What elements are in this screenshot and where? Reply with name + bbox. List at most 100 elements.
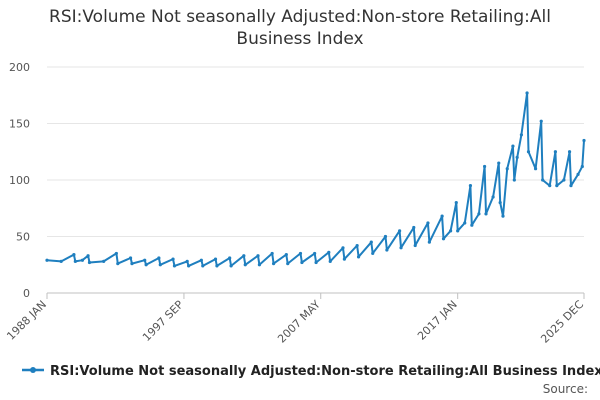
data-point — [463, 221, 467, 225]
data-point — [383, 234, 388, 239]
data-point — [533, 167, 538, 171]
data-point — [270, 251, 274, 256]
y-tick-label: 200 — [9, 61, 30, 74]
data-point — [468, 184, 473, 188]
data-point — [440, 214, 444, 218]
data-point — [45, 258, 49, 262]
source-label: Source: — [543, 382, 588, 396]
data-point — [511, 144, 515, 148]
x-tick-label: 2007 MAY — [275, 298, 323, 346]
data-point — [80, 258, 85, 262]
data-point — [562, 178, 566, 182]
data-point — [519, 133, 524, 137]
data-point — [298, 251, 303, 256]
data-point — [477, 212, 481, 216]
data-point — [413, 243, 417, 248]
data-point — [548, 184, 552, 188]
data-point — [284, 252, 288, 257]
data-point — [497, 161, 501, 165]
data-point — [187, 264, 191, 268]
data-point — [242, 254, 246, 258]
data-point — [553, 150, 557, 154]
data-point — [213, 257, 218, 261]
data-point — [456, 229, 460, 233]
data-point — [355, 243, 359, 248]
data-point — [73, 259, 77, 263]
data-point — [171, 257, 175, 261]
data-point — [505, 167, 509, 171]
data-point — [102, 259, 106, 263]
legend[interactable]: RSI:Volume Not seasonally Adjusted:Non-s… — [22, 364, 600, 379]
data-point — [229, 264, 233, 268]
data-point — [412, 225, 416, 230]
data-point — [427, 240, 431, 244]
data-point — [199, 258, 203, 262]
data-point — [541, 178, 545, 182]
data-point — [576, 172, 580, 176]
y-tick-label: 150 — [9, 118, 30, 131]
data-point — [228, 256, 232, 260]
data-point — [243, 263, 247, 267]
data-point — [470, 223, 474, 227]
data-point — [501, 214, 505, 218]
data-point — [201, 264, 205, 268]
x-tick-label: 2017 JAN — [415, 298, 460, 343]
x-tick-label: 2025 DEC — [538, 298, 586, 346]
data-point — [454, 201, 458, 205]
data-point — [328, 259, 332, 263]
data-point — [482, 164, 487, 169]
data-point — [128, 256, 133, 260]
data-point — [385, 248, 389, 252]
data-point — [399, 246, 403, 250]
data-point — [257, 263, 262, 267]
plot-area — [45, 91, 586, 268]
data-point — [87, 260, 92, 265]
legend-label: RSI:Volume Not seasonally Adjusted:Non-s… — [50, 364, 600, 379]
x-axis: 1988 JAN 1997 SEP 2007 MAY 2017 JAN 2025 DEC — [4, 292, 586, 346]
data-point — [286, 262, 290, 266]
data-point — [327, 250, 331, 254]
data-point — [484, 212, 488, 216]
data-point — [271, 262, 276, 266]
data-point — [569, 184, 573, 188]
data-point — [342, 257, 346, 261]
data-point — [86, 254, 90, 258]
data-point — [356, 255, 361, 259]
data-point — [341, 246, 345, 250]
data-point — [143, 258, 147, 262]
data-point — [72, 252, 76, 257]
x-tick-label: 1988 JAN — [4, 298, 49, 343]
data-point — [313, 251, 317, 256]
data-point — [426, 221, 430, 225]
y-tick-label: 50 — [16, 231, 30, 244]
legend-swatch-marker — [30, 367, 36, 373]
data-point — [448, 229, 453, 233]
data-point — [555, 184, 559, 188]
data-point — [130, 262, 134, 266]
data-point — [539, 119, 543, 123]
data-point — [256, 254, 260, 258]
data-point — [498, 201, 502, 205]
data-point — [300, 260, 304, 265]
data-point — [114, 251, 118, 256]
data-point — [398, 229, 402, 233]
data-point — [515, 155, 519, 159]
data-point — [157, 256, 161, 260]
data-point — [371, 251, 375, 256]
data-point — [116, 262, 120, 266]
y-axis: 0 50 100 150 200 — [9, 61, 30, 300]
chart-title-line-1: RSI:Volume Not seasonally Adjusted:Non-s… — [49, 7, 551, 27]
data-point — [185, 259, 189, 263]
data-point — [567, 150, 572, 154]
chart-title-line-2: Business Index — [236, 29, 363, 49]
x-tick-label: 1997 SEP — [140, 298, 186, 344]
data-point — [526, 150, 531, 154]
data-point — [144, 263, 148, 267]
data-point — [582, 138, 586, 143]
data-point — [158, 263, 162, 267]
data-point — [172, 264, 177, 268]
data-point — [314, 260, 318, 265]
data-point — [215, 264, 219, 268]
y-tick-label: 0 — [23, 287, 30, 300]
